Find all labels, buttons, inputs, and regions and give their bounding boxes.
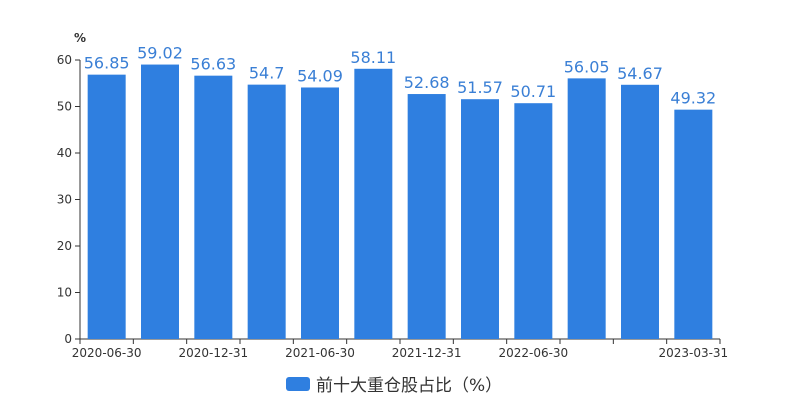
- bar-value-label: 50.71: [510, 82, 556, 101]
- bar-value-label: 54.67: [617, 64, 663, 83]
- bar[interactable]: [567, 78, 606, 340]
- y-axis: 0 10 20 30 40 50 60: [57, 53, 81, 346]
- y-tick-label: 20: [57, 239, 72, 253]
- bar-value-label: 54.7: [249, 64, 285, 83]
- legend-label: 前十大重仓股占比（%）: [316, 376, 502, 396]
- bar[interactable]: [247, 84, 286, 340]
- bar[interactable]: [461, 99, 499, 340]
- y-tick-label: 10: [57, 286, 72, 300]
- y-tick-label: 0: [64, 332, 72, 346]
- bar[interactable]: [407, 94, 446, 340]
- y-tick-label: 50: [57, 100, 72, 114]
- bar-value-label: 52.68: [404, 73, 450, 92]
- x-tick-label: 2021-12-31: [392, 346, 462, 360]
- bar-value-label: 51.57: [457, 78, 503, 97]
- bar-value-label: 58.11: [350, 48, 396, 67]
- x-tick-label: 2020-12-31: [178, 346, 248, 360]
- bar-value-label: 49.32: [670, 89, 716, 108]
- bar-value-label: 54.09: [297, 66, 343, 85]
- bar[interactable]: [301, 87, 339, 339]
- x-axis: 2020-06-30 2020-12-31 2021-06-30 2021-12-31…: [72, 338, 728, 360]
- bar[interactable]: [141, 64, 179, 339]
- bar-value-label: 56.85: [84, 54, 130, 73]
- bar[interactable]: [194, 75, 233, 339]
- y-axis-unit-label: %: [74, 31, 86, 45]
- x-tick-label: 2023-03-31: [658, 346, 728, 360]
- y-tick-label: 40: [57, 146, 72, 160]
- bar-value-label: 56.63: [190, 55, 236, 74]
- x-tick-label: 2022-06-30: [498, 346, 568, 360]
- y-tick-label: 30: [57, 193, 72, 207]
- value-labels-group: 56.85 59.02 56.63 54.7 54.09 58.11 52.68 51.57 5…: [84, 44, 716, 108]
- bars-group: [87, 64, 713, 340]
- bar[interactable]: [674, 109, 713, 339]
- bar-value-label: 56.05: [564, 57, 610, 76]
- bar[interactable]: [514, 103, 553, 339]
- bar-value-label: 59.02: [137, 44, 183, 63]
- bar[interactable]: [621, 84, 659, 339]
- y-tick-label: 60: [57, 53, 72, 67]
- legend-swatch: [286, 377, 310, 391]
- bar[interactable]: [354, 68, 393, 339]
- x-tick-label: 2021-06-30: [285, 346, 355, 360]
- x-tick-label: 2020-06-30: [72, 346, 142, 360]
- bar[interactable]: [87, 74, 126, 340]
- legend[interactable]: 前十大重仓股占比（%）: [286, 376, 502, 396]
